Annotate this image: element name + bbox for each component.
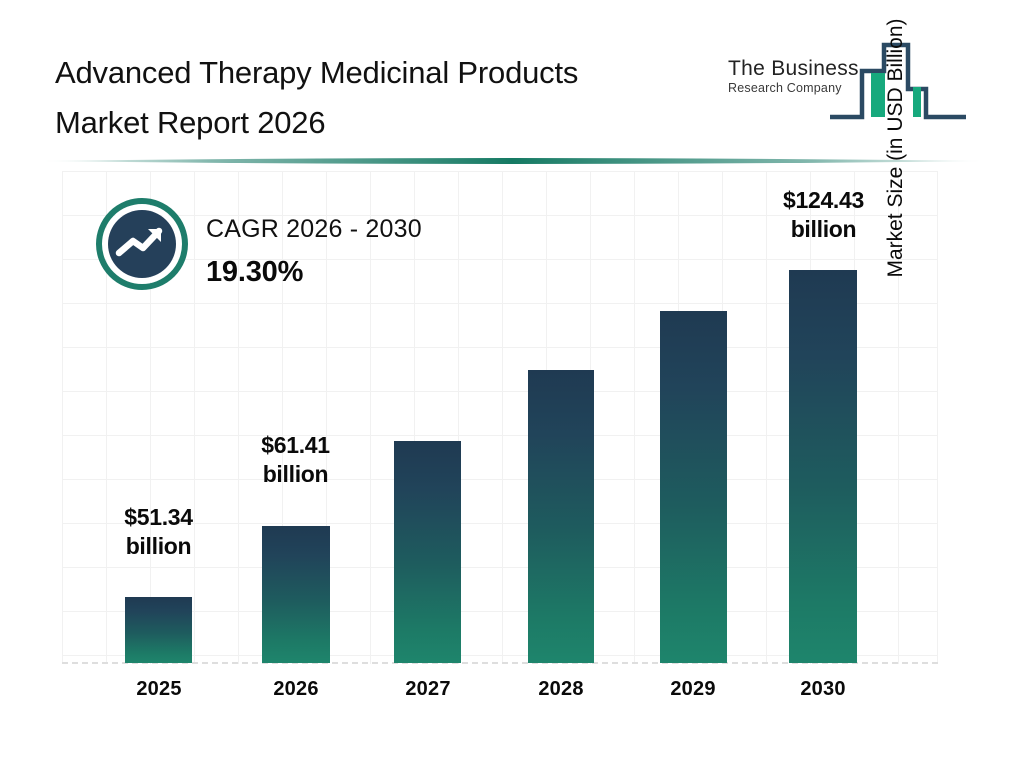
x-axis-label-2027: 2027 xyxy=(405,678,451,700)
company-logo: The Business Research Company xyxy=(728,33,968,125)
company-logo-text: The Business Research Company xyxy=(728,57,868,96)
gridline-horizontal xyxy=(62,655,938,656)
gridline-vertical xyxy=(766,171,767,664)
cagr-value: 19.30% xyxy=(206,256,304,288)
gridline-vertical xyxy=(458,171,459,664)
bar-value-label-2026: $61.41 billion xyxy=(223,431,368,489)
gridline-vertical xyxy=(326,171,327,664)
chart-baseline xyxy=(62,662,938,664)
gridline-horizontal xyxy=(62,611,938,612)
bar-value-label-2025: $51.34 billion xyxy=(86,503,231,561)
trending-up-icon xyxy=(96,198,188,290)
bar-value-amount-2030: $124.43 xyxy=(782,187,865,213)
y-axis-title: Market Size (in USD Billion) xyxy=(884,18,907,278)
gridline-horizontal xyxy=(62,259,938,260)
gridline-vertical xyxy=(937,171,938,664)
page-title-line-1: Advanced Therapy Medicinal Products xyxy=(55,55,579,90)
x-axis-label-2029: 2029 xyxy=(670,678,716,700)
bar-value-unit-2030: billion xyxy=(790,216,857,242)
gridline-horizontal xyxy=(62,171,938,172)
header-divider xyxy=(40,158,984,164)
gridline-vertical xyxy=(414,171,415,664)
gridline-horizontal xyxy=(62,347,938,348)
x-axis-label-2026: 2026 xyxy=(273,678,319,700)
gridline-horizontal xyxy=(62,303,938,304)
logo-skyline-icon xyxy=(830,42,966,120)
gridline-vertical xyxy=(106,171,107,664)
report-header: Advanced Therapy Medicinal Products Mark… xyxy=(0,0,1024,164)
bar-2030[interactable] xyxy=(789,270,857,663)
bar-value-label-2030: $124.43 billion xyxy=(751,186,896,244)
cagr-period-label: CAGR 2026 - 2030 xyxy=(206,215,422,243)
gridline-vertical xyxy=(370,171,371,664)
x-axis-label-2028: 2028 xyxy=(538,678,584,700)
gridline-horizontal xyxy=(62,479,938,480)
gridline-horizontal xyxy=(62,391,938,392)
gridline-vertical xyxy=(634,171,635,664)
bar-2029[interactable] xyxy=(660,311,727,663)
bar-value-unit-2026: billion xyxy=(262,461,329,487)
gridline-vertical xyxy=(238,171,239,664)
gridline-vertical xyxy=(194,171,195,664)
bar-2028[interactable] xyxy=(528,370,594,663)
gridline-vertical xyxy=(502,171,503,664)
company-logo-line-2: Research Company xyxy=(728,81,842,95)
gridline-vertical xyxy=(150,171,151,664)
gridline-vertical xyxy=(898,171,899,664)
gridline-horizontal xyxy=(62,523,938,524)
x-axis-label-2025: 2025 xyxy=(136,678,182,700)
x-axis-label-2030: 2030 xyxy=(800,678,846,700)
bar-value-amount-2025: $51.34 xyxy=(124,504,193,530)
gridline-vertical xyxy=(282,171,283,664)
page-title-line-2: Market Report 2026 xyxy=(55,105,326,140)
gridline-horizontal xyxy=(62,567,938,568)
page-title: Advanced Therapy Medicinal Products Mark… xyxy=(55,48,735,148)
bar-value-unit-2025: billion xyxy=(125,533,192,559)
bar-2027[interactable] xyxy=(394,441,461,663)
cagr-callout: CAGR 2026 - 2030 19.30% xyxy=(96,198,496,308)
bar-2026[interactable] xyxy=(262,526,330,663)
gridline-horizontal xyxy=(62,435,938,436)
gridline-horizontal xyxy=(62,215,938,216)
gridline-vertical xyxy=(62,171,63,664)
company-logo-line-1: The Business xyxy=(728,57,859,80)
bar-2025[interactable] xyxy=(125,597,192,663)
bar-value-amount-2026: $61.41 xyxy=(261,432,330,458)
